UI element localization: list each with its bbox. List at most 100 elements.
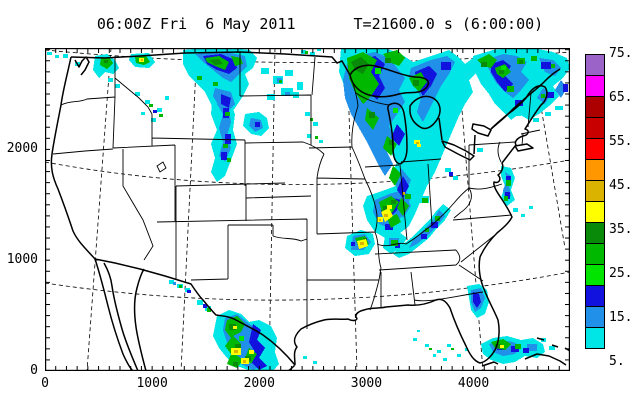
precip-blob <box>391 124 405 146</box>
precip-blob <box>417 144 421 147</box>
precip-blob <box>151 118 156 122</box>
precip-blob <box>115 84 120 88</box>
state-borders <box>52 52 541 329</box>
precip-blob <box>531 56 537 61</box>
precip-blob <box>453 176 458 180</box>
precip-blob <box>47 52 52 55</box>
precip-blob <box>317 48 321 51</box>
precip-blob <box>433 354 436 357</box>
precip-blob <box>285 92 290 96</box>
precip-blob <box>417 330 420 332</box>
precip-blob <box>243 360 246 363</box>
precip-blob <box>141 59 143 61</box>
precip-blob <box>209 59 223 65</box>
precip-blob <box>515 344 521 349</box>
colorbar-cell <box>585 285 605 307</box>
precip-blob <box>393 108 398 113</box>
x-tick-label: 0 <box>41 376 49 391</box>
colorbar-cell <box>585 117 605 139</box>
precip-blob <box>563 84 568 92</box>
precip-blob <box>445 168 451 172</box>
colorbar-cell <box>585 54 605 76</box>
precip-blob <box>505 192 510 199</box>
precip-blob <box>165 96 169 100</box>
colorbar-cell <box>585 159 605 181</box>
precip-blob <box>369 112 375 118</box>
precip-blob <box>227 158 231 162</box>
colorbar-cell <box>585 306 605 328</box>
precip-blob <box>506 180 511 186</box>
precip-blob <box>507 86 514 92</box>
precip-overlay <box>47 48 570 371</box>
precip-blob <box>457 354 461 357</box>
precip-blob <box>533 118 539 122</box>
precip-blob <box>305 112 310 116</box>
precip-blob <box>529 206 533 209</box>
colorbar-tick-label: 25. <box>609 266 633 281</box>
colorbar-tick-label: 65. <box>609 90 633 105</box>
precip-blob <box>416 142 419 144</box>
precip-blob <box>413 80 419 86</box>
precip-blob <box>397 176 409 198</box>
precip-blob <box>221 152 227 160</box>
precip-blob <box>521 214 525 217</box>
precip-blob <box>389 166 401 186</box>
colorbar-tick-label: 5. <box>609 354 625 369</box>
precip-blob <box>225 134 231 144</box>
x-tick-label: 3000 <box>350 376 383 391</box>
precip-blob <box>351 242 355 246</box>
precip-blob <box>157 108 162 112</box>
precip-blob <box>104 60 108 63</box>
precip-blob <box>239 336 244 341</box>
precip-blob <box>279 80 282 83</box>
precip-blob <box>551 64 555 68</box>
precip-blob <box>437 350 441 353</box>
precip-blob <box>387 205 392 209</box>
great-lakes <box>349 64 492 165</box>
precip-blob <box>443 358 447 361</box>
precip-blob <box>504 196 508 201</box>
precip-blob <box>145 100 150 104</box>
precip-blob <box>441 62 451 70</box>
plot-title: 06:00Z Fri 6 May 2011 T=21600.0 s (6:00:0… <box>0 15 640 33</box>
precip-blob <box>555 106 563 110</box>
precip-blob <box>141 112 145 115</box>
precip-blob <box>197 300 203 305</box>
precip-blob <box>385 58 391 63</box>
precip-blob <box>397 198 409 216</box>
colorbar-cell <box>585 96 605 118</box>
precip-blob <box>301 50 306 54</box>
precip-blob <box>375 68 381 74</box>
precip-blob <box>481 62 487 67</box>
precip-blob <box>385 224 393 230</box>
precip-blob <box>55 55 59 58</box>
precip-blob <box>159 114 163 117</box>
precip-blob <box>391 240 398 246</box>
precip-blob <box>213 82 218 86</box>
precip-blob <box>297 82 303 90</box>
precip-blob <box>169 280 174 284</box>
precip-intensity-layer <box>47 48 570 371</box>
precip-blob <box>402 192 405 195</box>
precip-blob <box>421 234 427 239</box>
precip-blob <box>422 198 428 203</box>
colorbar-tick-label: 45. <box>609 178 633 193</box>
colorbar-cell <box>585 327 605 349</box>
precip-blob <box>313 122 318 126</box>
precip-blob <box>447 344 451 347</box>
precip-blob <box>303 356 307 359</box>
precip-blob <box>405 194 411 199</box>
colorbar-cell <box>585 180 605 202</box>
precip-blob <box>307 134 311 138</box>
precip-blob <box>449 172 453 176</box>
precip-blob <box>313 361 317 364</box>
precip-blob <box>285 70 293 76</box>
precip-blob <box>541 94 545 98</box>
precip-blob <box>305 51 308 54</box>
colorbar-cell <box>585 201 605 223</box>
precip-blob <box>425 344 429 347</box>
colorbar-tick-label: 55. <box>609 134 633 149</box>
precip-blob <box>513 208 518 212</box>
precip-blob <box>435 216 440 221</box>
